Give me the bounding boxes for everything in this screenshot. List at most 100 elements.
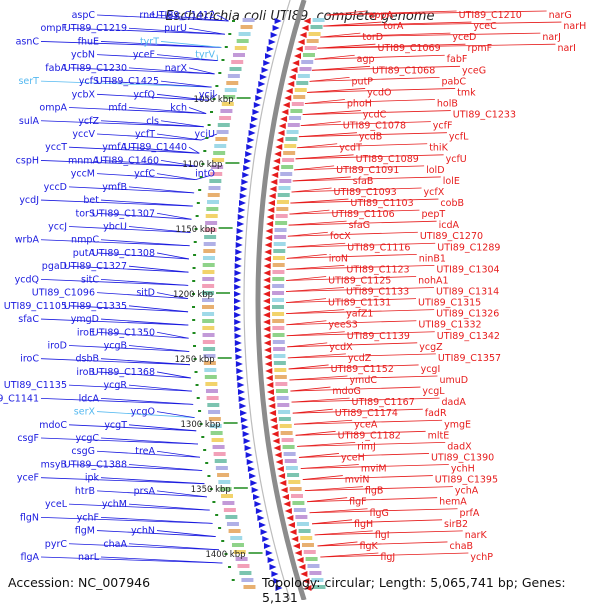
label-leader xyxy=(100,160,198,167)
feature-band xyxy=(272,291,285,295)
feature-band xyxy=(210,431,223,435)
gene-label: agp xyxy=(357,54,375,65)
label-leader xyxy=(320,32,361,38)
feature-band xyxy=(299,67,312,71)
feature-band xyxy=(206,207,219,211)
gene-label: ipk xyxy=(85,473,100,484)
feature-band xyxy=(220,494,233,498)
gene-label: ompF xyxy=(40,23,67,34)
reverse-feature xyxy=(282,102,290,108)
gene-label: ycfL xyxy=(449,132,469,143)
reverse-feature xyxy=(278,123,286,129)
label-leader xyxy=(96,450,200,458)
gene-label: pabC xyxy=(442,76,467,87)
feature-band xyxy=(294,88,307,92)
label-leader xyxy=(297,143,338,149)
gene-label: ycfT xyxy=(135,129,155,140)
forward-feature xyxy=(244,445,252,451)
feature-band xyxy=(281,438,294,442)
label-leader xyxy=(309,76,350,82)
minor-tick xyxy=(228,33,232,35)
label-leader xyxy=(304,486,363,492)
gene-label: serX xyxy=(74,407,96,418)
gene-label: yeeS3 xyxy=(328,320,357,331)
reverse-feature xyxy=(266,389,274,395)
label-leader xyxy=(297,441,356,447)
forward-feature xyxy=(258,81,266,87)
label-leader xyxy=(294,165,335,171)
reverse-feature xyxy=(288,74,296,80)
reverse-feature xyxy=(269,417,277,423)
label-leader xyxy=(68,27,225,35)
gene-label: ycgI xyxy=(421,364,441,375)
forward-feature xyxy=(258,522,266,528)
feature-band xyxy=(273,354,286,358)
reverse-feature xyxy=(263,326,271,332)
label-leader xyxy=(40,437,199,445)
gene-label: UTI89_C1357 xyxy=(438,353,501,364)
forward-feature xyxy=(260,529,268,535)
label-leader xyxy=(156,93,209,101)
reverse-feature xyxy=(294,550,302,556)
label-leader xyxy=(100,41,222,48)
gene-label: UTI89_C1135 xyxy=(4,380,67,391)
gene-label: UTI89_C1332 xyxy=(418,320,481,331)
reverse-feature xyxy=(281,494,289,500)
label-leader xyxy=(286,331,435,337)
label-leader xyxy=(298,132,357,138)
label-leader xyxy=(287,342,418,348)
minor-tick xyxy=(196,397,200,399)
label-leader xyxy=(160,80,212,88)
feature-band xyxy=(313,585,326,589)
reverse-feature xyxy=(263,298,271,304)
reverse-feature xyxy=(275,144,283,150)
feature-band xyxy=(202,333,215,337)
label-leader xyxy=(68,107,207,114)
scale-label: 1400 kbp xyxy=(205,550,245,560)
feature-band xyxy=(284,459,297,463)
feature-band xyxy=(296,81,309,85)
gene-label: fabA xyxy=(45,63,67,74)
gene-label: yccD xyxy=(44,182,67,193)
gene-label: mfd xyxy=(108,103,127,114)
feature-band xyxy=(289,487,302,491)
gene-label: UTI89_C1350 xyxy=(92,327,155,338)
gene-label: aspC xyxy=(72,10,96,21)
label-leader xyxy=(128,226,191,233)
reverse-feature xyxy=(263,340,271,346)
label-leader xyxy=(302,475,433,480)
gene-label: narH xyxy=(563,21,586,32)
reverse-feature xyxy=(292,543,300,549)
feature-band xyxy=(302,53,315,57)
gene-label: ycdB xyxy=(359,132,382,143)
label-leader xyxy=(312,65,461,71)
label-leader xyxy=(317,541,448,547)
minor-tick xyxy=(201,163,205,165)
reverse-feature xyxy=(266,382,274,388)
label-leader xyxy=(96,292,189,300)
minor-tick xyxy=(198,189,202,191)
gene-label: yceL xyxy=(45,499,68,510)
label-leader xyxy=(289,209,330,215)
minor-tick xyxy=(194,371,198,373)
forward-feature xyxy=(252,109,260,115)
feature-band xyxy=(272,340,285,344)
feature-band xyxy=(202,270,215,274)
label-leader xyxy=(128,543,219,551)
forward-feature xyxy=(234,326,242,332)
label-leader xyxy=(304,99,435,104)
gene-label: UTI89_C1091 xyxy=(336,165,399,176)
label-leader xyxy=(286,276,327,281)
reverse-feature xyxy=(300,571,308,577)
label-leader xyxy=(100,358,190,366)
forward-feature xyxy=(245,151,253,157)
label-leader xyxy=(96,490,208,498)
reverse-feature xyxy=(291,536,299,542)
feature-band xyxy=(282,158,295,162)
forward-feature xyxy=(236,228,244,234)
label-leader xyxy=(96,530,216,537)
forward-feature xyxy=(274,18,282,24)
label-leader xyxy=(40,477,205,485)
label-leader xyxy=(128,464,203,471)
label-leader xyxy=(68,345,190,352)
